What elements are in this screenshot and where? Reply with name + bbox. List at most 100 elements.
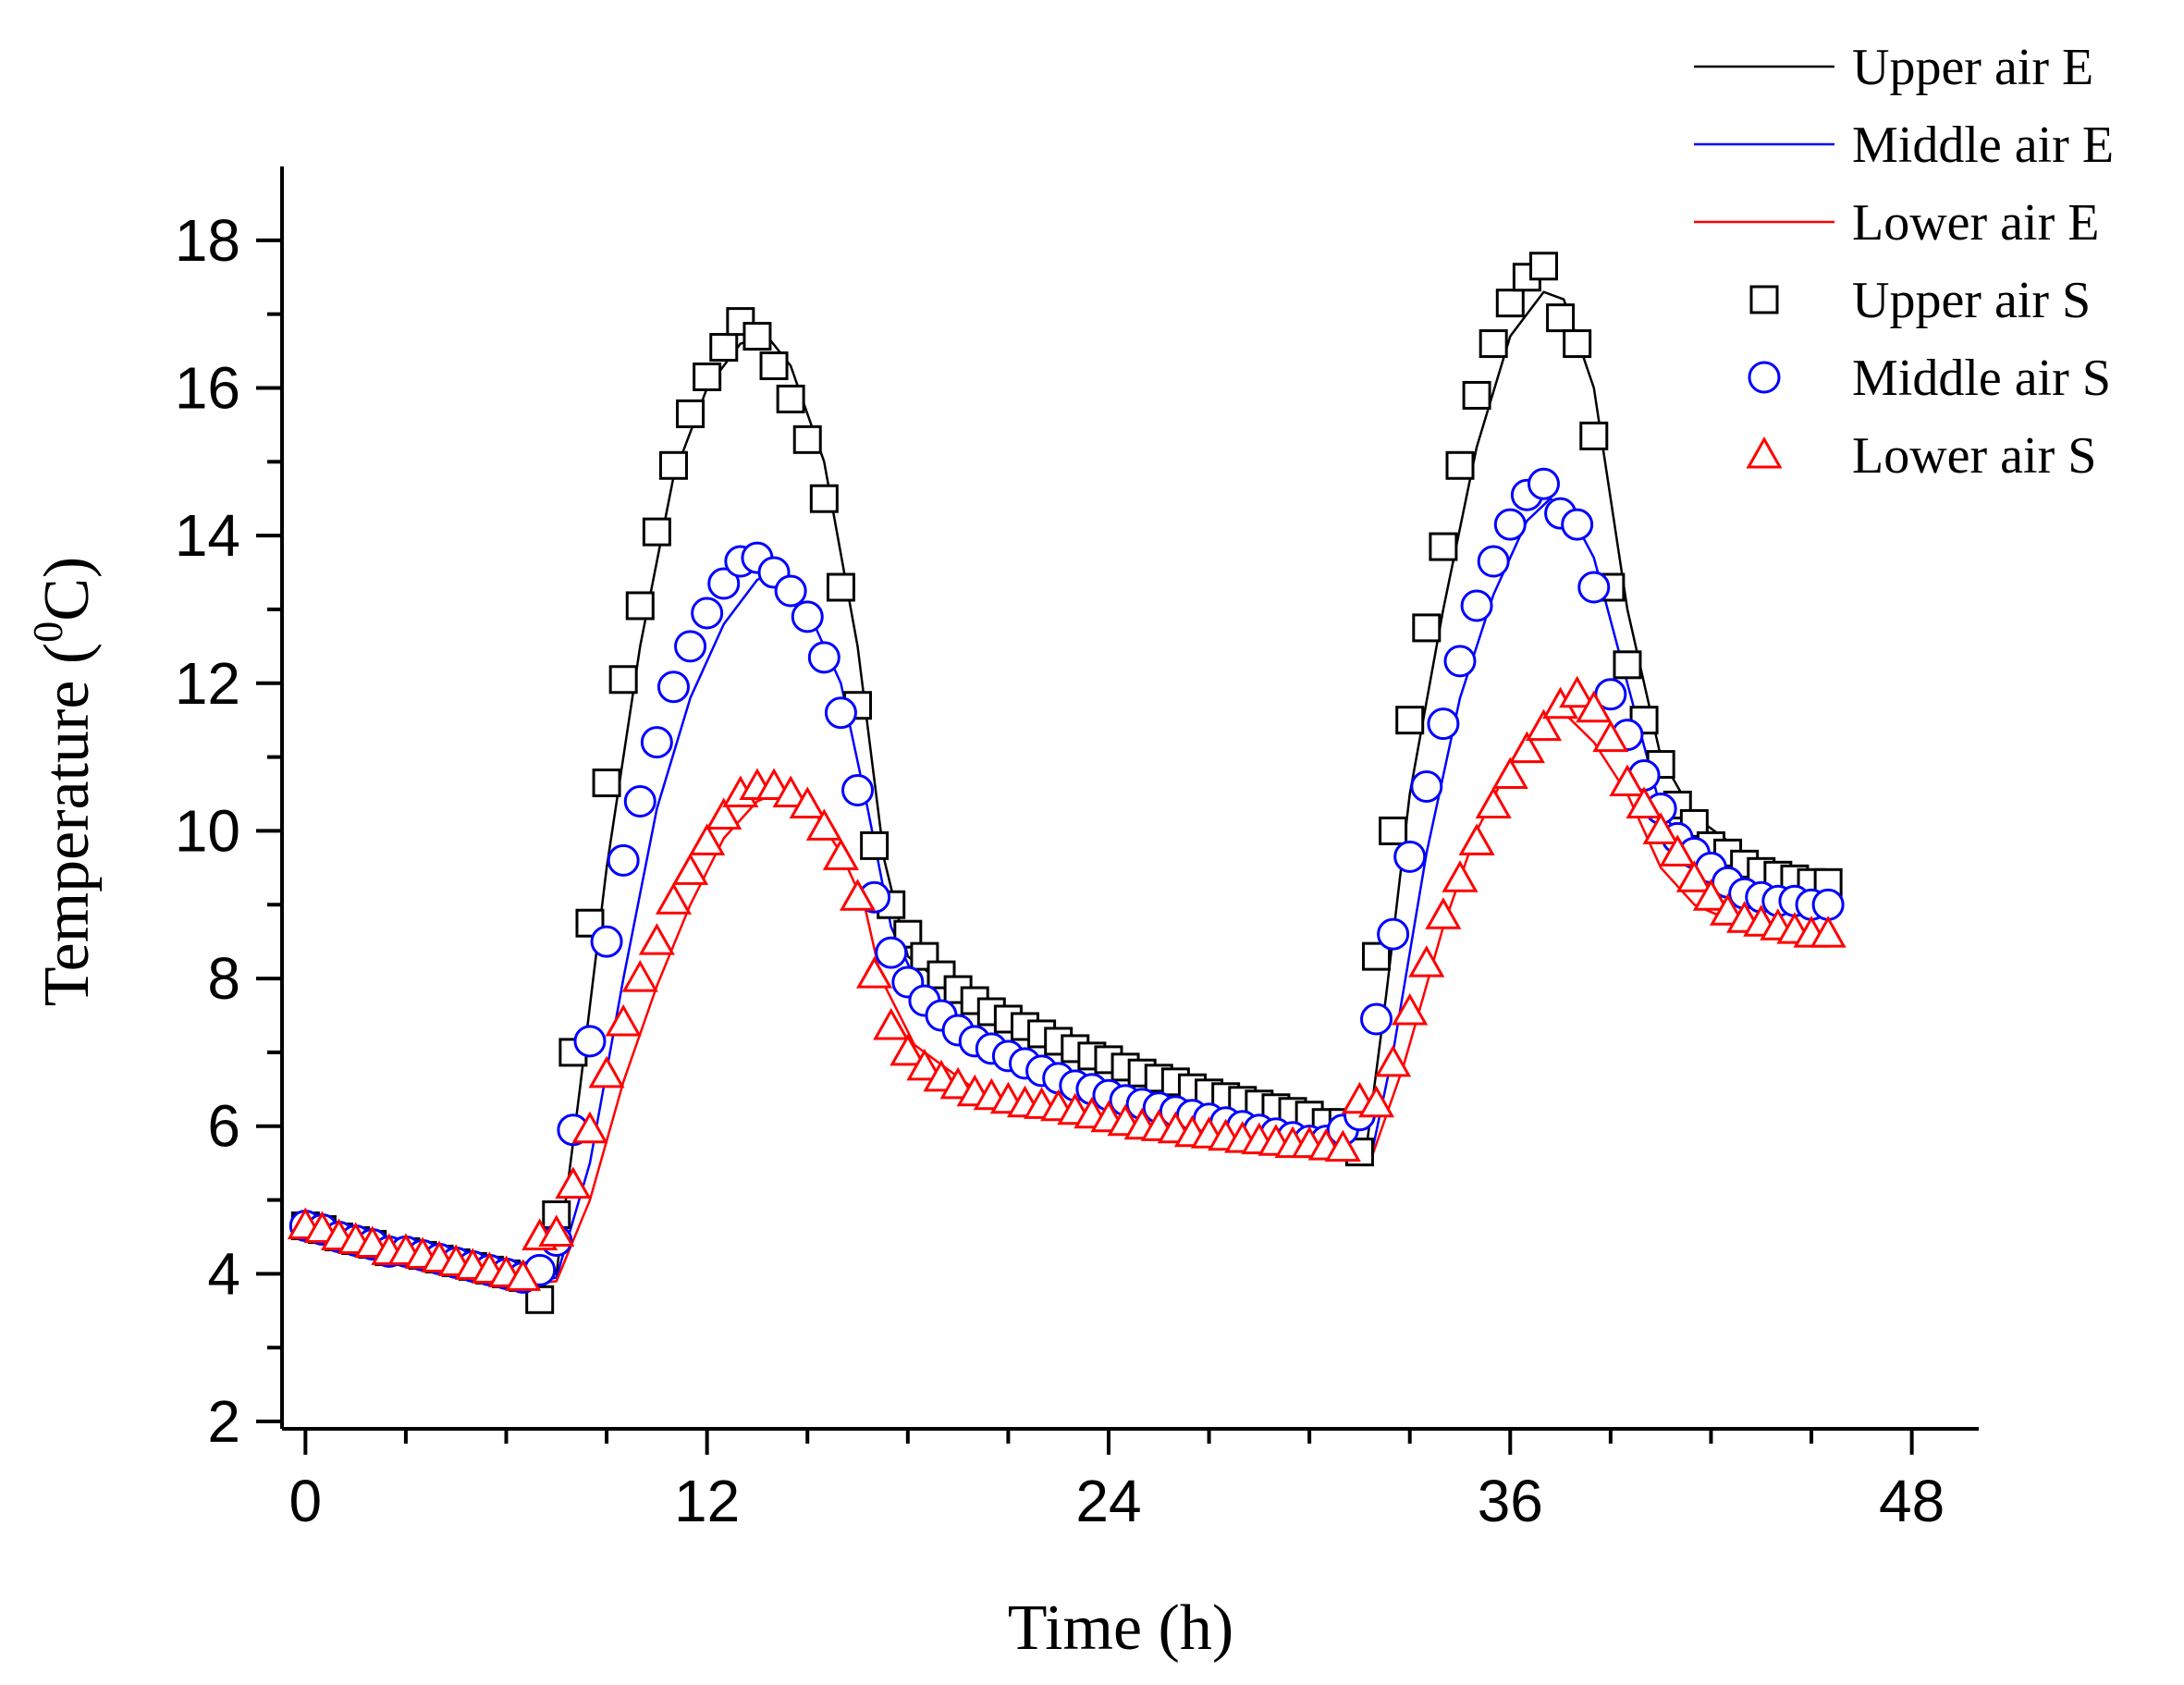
square-marker [1563,329,1592,359]
square-marker [1395,706,1425,735]
triangle-marker [689,823,726,855]
triangle-marker [1592,720,1629,753]
triangle-marker [1692,879,1730,911]
circle-marker [623,784,656,818]
triangle-marker [655,882,693,915]
square-marker [1379,816,1408,845]
y-tick-label: 16 [175,354,240,421]
x-ticks: 0 12 24 36 48 [289,1429,1945,1534]
square-marker [1429,532,1458,561]
y-axis-title-end: C) [31,557,103,621]
y-axis-title-superscript: 0 [24,621,71,643]
circle-marker [640,726,673,759]
circle-marker [1377,917,1410,951]
triangle-marker [1357,1085,1395,1118]
circle-marker [841,774,875,807]
circle-marker [875,936,908,969]
square-marker [1445,450,1475,480]
legend-swatch-lower-air-s [1746,436,1783,469]
triangle-marker [621,960,658,992]
circle-marker [1577,571,1611,604]
triangle-marker [555,1166,592,1199]
circle-marker [1360,1002,1393,1036]
circle-marker [573,1025,607,1058]
circle-marker [1811,888,1845,921]
triangle-marker [1508,731,1545,764]
triangle-marker [588,1055,625,1088]
triangle-marker [1626,786,1663,818]
circle-marker [656,670,690,704]
legend-label-lower-air-e: Lower air E [1852,194,2099,252]
square-marker [592,769,621,798]
square-marker [693,363,722,391]
y-tick-label: 2 [207,1388,240,1455]
square-marker [1495,289,1525,318]
legend-label-middle-air-e: Middle air E [1852,117,2114,174]
y-tick-label: 4 [207,1240,240,1307]
x-tick-label: 0 [289,1468,323,1534]
y-tick-label: 6 [207,1093,240,1160]
triangle-marker [1475,786,1512,818]
y-tick-label: 14 [175,502,240,569]
square-marker [625,591,655,621]
legend-label-upper-air-s: Upper air S [1852,272,2091,329]
y-ticks: 2 4 6 8 10 12 14 16 18 [175,207,282,1455]
triangle-marker [1408,945,1445,978]
triangle-marker [906,1048,943,1081]
y-tick-label: 18 [175,207,240,274]
square-marker [1478,329,1508,359]
triangle-marker [1675,860,1712,892]
series-markers-lower-air-s [287,675,1847,1291]
circle-marker [1561,508,1594,541]
circle-marker [1460,589,1493,622]
triangle-marker [1324,1129,1361,1162]
square-marker [608,665,638,695]
triangle-marker [873,1007,910,1040]
series-markers-upper-air-s [290,252,1843,1314]
triangle-marker [1442,860,1478,892]
circle-marker [807,641,840,674]
square-marker [742,322,772,351]
triangle-marker [1458,823,1495,855]
triangle-marker [789,786,826,818]
square-marker [642,517,671,547]
series-line-middle-air-e [304,497,1829,1286]
square-marker [759,351,789,381]
circle-marker [1393,840,1427,873]
triangle-marker [805,808,842,841]
square-marker [1412,613,1442,643]
triangle-marker [1609,764,1646,797]
square-marker [709,333,739,363]
square-marker [1462,380,1491,410]
circle-marker [691,597,724,630]
circle-marker [1493,508,1527,541]
square-marker [575,908,605,938]
circle-marker [1527,467,1560,500]
triangle-marker [638,923,675,955]
legend-swatch-middle-air-s [1748,361,1781,394]
y-tick-label: 10 [175,797,240,864]
triangle-marker [1491,756,1528,790]
circle-marker [674,630,707,663]
square-marker [1613,650,1642,680]
circle-marker [824,696,857,730]
square-marker [809,484,839,513]
circle-marker [1477,545,1510,578]
square-marker [826,572,855,602]
triangle-marker [1659,834,1696,867]
circle-marker [1443,645,1477,678]
y-axis-title-main: Temperature ( [31,643,103,1006]
triangle-marker [1525,708,1563,742]
triangle-marker [571,1111,608,1144]
triangle-marker [538,1214,575,1247]
square-marker [676,399,706,428]
y-tick-label: 12 [175,650,240,717]
triangle-marker [1810,916,1847,948]
legend-label-upper-air-e: Upper air E [1852,39,2093,96]
circle-marker [791,600,824,633]
x-tick-label: 36 [1478,1468,1543,1534]
triangle-marker [856,956,893,989]
